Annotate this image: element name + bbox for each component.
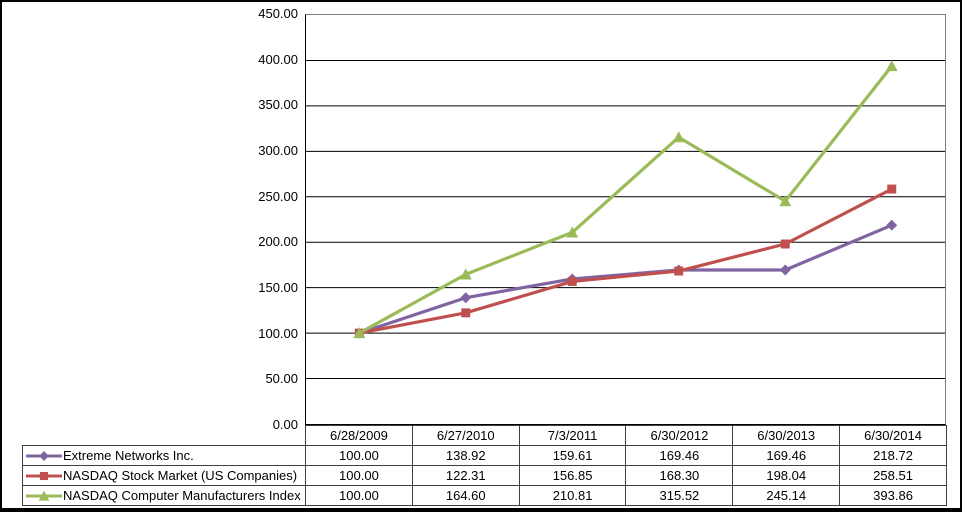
square-marker-icon	[39, 471, 49, 480]
y-axis-tick-label: 100.00	[258, 325, 298, 341]
value-cell: 138.92	[411, 445, 520, 466]
square-marker-icon	[674, 266, 684, 276]
y-axis-tick-label: 50.00	[265, 371, 298, 387]
y-axis-tick-label: 300.00	[258, 143, 298, 158]
table-corner-blank	[23, 426, 306, 446]
series-name-label: NASDAQ Computer Manufacturers Index	[63, 488, 301, 503]
series-row: Extreme Networks Inc. 100.00 138.92 159.61 1…	[22, 445, 947, 466]
diamond-marker-icon	[39, 450, 49, 461]
series-legend-entry: NASDAQ Stock Market (US Companies)	[24, 467, 305, 485]
y-axis-tick-label: 200.00	[258, 234, 298, 250]
square-marker-icon	[461, 308, 471, 318]
y-axis: 0.00 50.00 100.00 150.00 200.00 250.00 300.00 3…	[2, 2, 298, 437]
series-label-cell: Extreme Networks Inc.	[22, 445, 306, 466]
legend-swatch-icon	[26, 490, 62, 501]
date-header-cell: 6/28/2009	[305, 425, 413, 446]
plot-area	[305, 14, 946, 425]
series-legend-entry: Extreme Networks Inc.	[24, 447, 305, 465]
y-axis-tick-label: 150.00	[258, 280, 298, 295]
series-line-0	[357, 223, 894, 335]
value-cell: 164.60	[411, 485, 520, 506]
date-header-cell: 6/30/2012	[625, 425, 734, 446]
triangle-marker-icon	[38, 490, 50, 501]
value-cell: 315.52	[625, 485, 734, 506]
diamond-marker-icon	[779, 264, 791, 276]
series-legend-entry: NASDAQ Computer Manufacturers Index	[24, 487, 305, 505]
series-line-1	[357, 187, 894, 335]
square-marker-icon	[780, 239, 790, 249]
value-cell: 210.81	[518, 485, 627, 506]
triangle-marker-icon	[885, 60, 898, 72]
y-axis-tick-label: 0.00	[272, 417, 298, 432]
value-cell: 198.04	[732, 465, 841, 486]
triangle-marker-icon	[779, 195, 792, 207]
data-table-wrap: 6/28/2009 6/27/2010 7/3/2011 6/30/2012 6/30/…	[22, 425, 947, 506]
value-cell: 100.00	[305, 465, 413, 486]
series-name-label: NASDAQ Stock Market (US Companies)	[63, 468, 298, 483]
series-line-2	[357, 64, 894, 335]
value-cell: 122.31	[411, 465, 520, 486]
date-header-cell: 6/30/2014	[839, 425, 947, 446]
value-cell: 156.85	[518, 465, 627, 486]
value-cell: 393.86	[839, 485, 947, 506]
y-axis-tick-label: 450.00	[258, 6, 298, 21]
value-cell: 100.00	[305, 445, 413, 466]
value-cell: 159.61	[518, 445, 627, 466]
square-marker-icon	[567, 276, 577, 286]
series-row: NASDAQ Computer Manufacturers Index 100.0…	[22, 485, 947, 506]
date-header-cell: 6/30/2013	[732, 425, 841, 446]
value-cell: 258.51	[839, 465, 947, 486]
date-header-row: 6/28/2009 6/27/2010 7/3/2011 6/30/2012 6/30/…	[23, 425, 947, 446]
triangle-marker-icon	[353, 327, 366, 339]
value-cell: 169.46	[732, 445, 841, 466]
y-axis-tick-label: 350.00	[258, 97, 298, 113]
series-name-label: Extreme Networks Inc.	[63, 448, 194, 463]
date-header-cell: 7/3/2011	[518, 425, 627, 446]
value-cell: 168.30	[625, 465, 734, 486]
value-cell: 245.14	[732, 485, 841, 506]
square-marker-icon	[887, 184, 897, 194]
value-cell: 218.72	[839, 445, 947, 466]
chart-canvas	[306, 59, 945, 380]
legend-swatch-icon	[26, 450, 62, 461]
triangle-marker-icon	[459, 268, 472, 280]
series-label-cell: NASDAQ Computer Manufacturers Index	[22, 485, 306, 506]
triangle-marker-icon	[672, 131, 685, 143]
y-axis-tick-label: 250.00	[258, 188, 298, 204]
diamond-marker-icon	[886, 219, 898, 231]
diamond-marker-icon	[460, 292, 472, 304]
series-label-cell: NASDAQ Stock Market (US Companies)	[22, 465, 306, 486]
y-axis-tick-label: 400.00	[258, 51, 298, 67]
series-row: NASDAQ Stock Market (US Companies) 100.00…	[22, 465, 947, 486]
value-cell: 100.00	[305, 485, 413, 506]
data-table: 6/28/2009 6/27/2010 7/3/2011 6/30/2012 6/30/…	[22, 425, 947, 506]
date-header-cell: 6/27/2010	[411, 425, 520, 446]
triangle-marker-icon	[566, 226, 579, 238]
value-cell: 169.46	[625, 445, 734, 466]
legend-swatch-icon	[26, 471, 62, 480]
